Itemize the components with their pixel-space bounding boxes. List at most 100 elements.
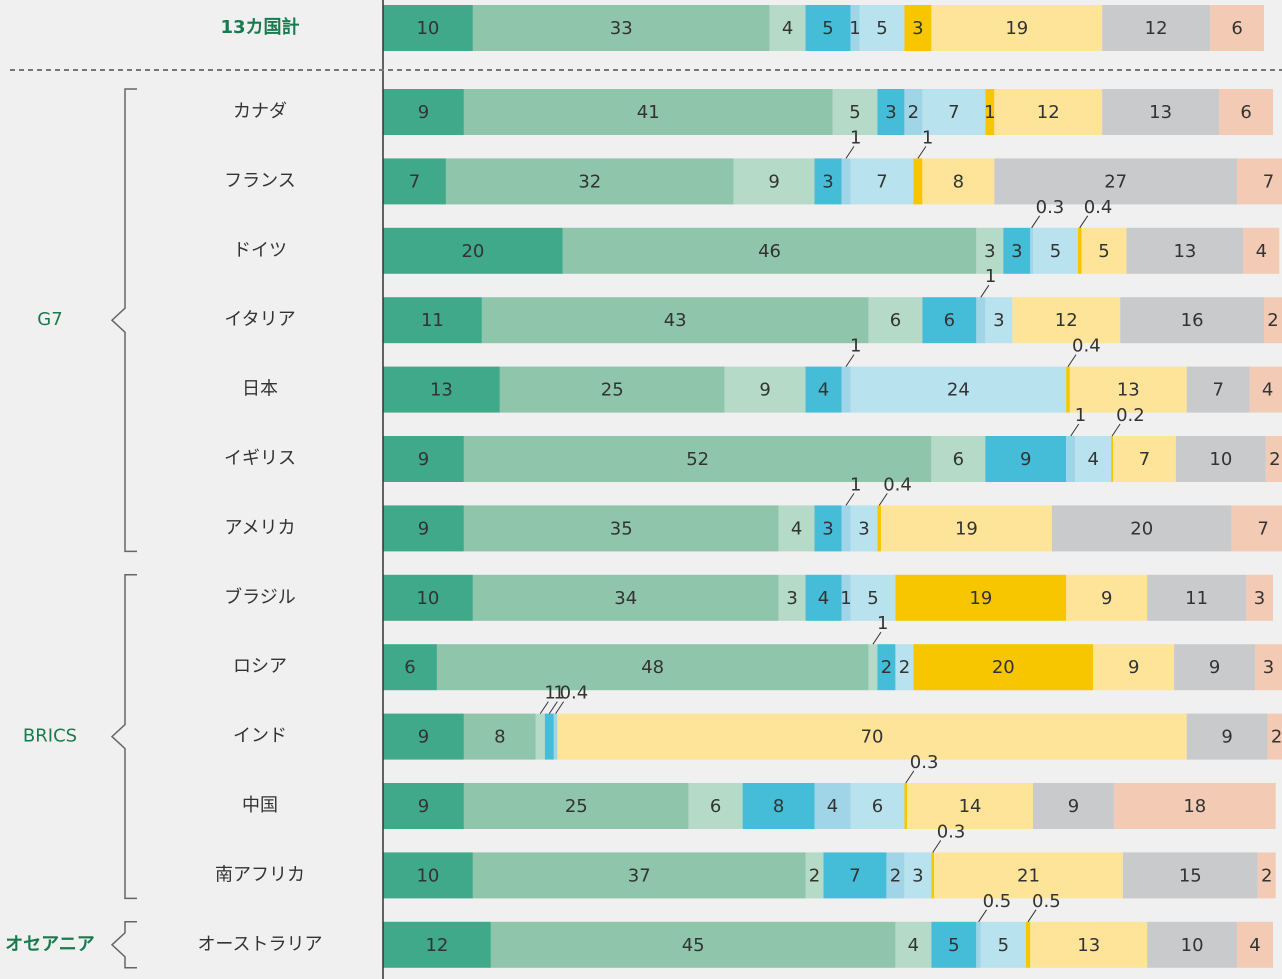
category-label: ブラジル [224, 586, 296, 608]
leader-line [1111, 423, 1121, 437]
bar-segment [1069, 366, 1187, 413]
value-label: 21 [1017, 865, 1040, 886]
value-label: 7 [876, 171, 887, 192]
value-label: 16 [1181, 310, 1204, 331]
value-label: 5 [876, 18, 887, 39]
bar-segment [868, 644, 878, 691]
bar-segment [859, 5, 905, 51]
bar-segment [1081, 227, 1127, 274]
group-label: BRICS [23, 726, 77, 747]
bar-segment [1219, 89, 1274, 135]
value-label: 34 [614, 588, 637, 609]
value-label: 1 [850, 336, 861, 357]
value-label: 9 [1068, 796, 1079, 817]
value-label: 7 [1139, 449, 1150, 470]
bar-segment [980, 921, 1026, 968]
value-label: 1 [922, 127, 933, 148]
value-label: 4 [791, 518, 802, 539]
category-label: アメリカ [224, 517, 295, 538]
value-label: 7 [1257, 518, 1268, 539]
value-label: 27 [1104, 171, 1127, 192]
group-brace [110, 574, 137, 900]
bar-segment [1264, 297, 1282, 344]
bar-segment [931, 852, 935, 899]
bar-segment [976, 921, 981, 968]
bar-segment [805, 852, 824, 899]
bar-segment [490, 921, 896, 968]
bar-segment [985, 297, 1013, 344]
value-label: 1 [850, 127, 861, 148]
bar-segment [1147, 921, 1238, 968]
bar-segment [1066, 574, 1148, 621]
category-label: 日本 [242, 379, 278, 400]
bar-segment [1077, 227, 1082, 274]
bar-segment [1237, 158, 1282, 205]
bar-segment [841, 505, 851, 552]
value-label: 9 [418, 796, 429, 817]
value-label: 5 [822, 18, 833, 39]
bar-segment [841, 366, 851, 413]
bar-segment [985, 436, 1067, 482]
bar-segment [481, 297, 869, 344]
value-label: 9 [768, 171, 779, 192]
value-label: 13 [1149, 102, 1172, 123]
value-label: 4 [782, 18, 793, 39]
value-label: 2 [881, 657, 892, 678]
bar-segment [499, 366, 725, 413]
bar-segment [1186, 713, 1268, 760]
bar-segment [383, 574, 473, 621]
bar-segment [850, 505, 878, 552]
bar-segment [850, 783, 905, 829]
category-label: カナダ [233, 101, 287, 122]
bar-segment [976, 297, 986, 344]
value-label: 1 [985, 266, 996, 287]
value-label: 52 [686, 449, 709, 470]
bar-segment [1175, 436, 1266, 482]
value-label: 6 [1240, 102, 1251, 123]
value-label: 1 [1075, 405, 1086, 426]
value-label: 2 [899, 657, 910, 678]
value-label: 4 [827, 796, 838, 817]
bar-segment [994, 89, 1103, 135]
value-label: 10 [416, 865, 439, 886]
value-label: 9 [1101, 588, 1112, 609]
value-label: 4 [1249, 935, 1260, 956]
value-label: 0.3 [1036, 197, 1065, 218]
group-label: G7 [37, 309, 62, 330]
value-label: 4 [1087, 449, 1098, 470]
bar-segment [1243, 227, 1280, 274]
bar-segment [383, 227, 563, 274]
leader-line [1027, 909, 1037, 923]
leader-line [905, 770, 915, 784]
bar-segment [904, 852, 932, 899]
bar-segment [904, 783, 908, 829]
bar-segment [463, 783, 689, 829]
leader-line [845, 493, 855, 506]
value-label: 33 [610, 18, 633, 39]
bar-segment [724, 366, 806, 413]
bar-segment [1126, 227, 1244, 274]
bar-segment [1265, 436, 1282, 482]
value-label: 3 [885, 102, 896, 123]
value-label: 8 [953, 171, 964, 192]
value-label: 4 [818, 380, 829, 401]
value-label: 0.4 [1072, 336, 1101, 357]
bar-segment [823, 852, 887, 899]
bar-segment [895, 921, 932, 968]
value-label: 9 [1209, 657, 1220, 678]
value-label: 20 [992, 657, 1015, 678]
bar-segment [436, 644, 869, 691]
value-label: 2 [1261, 865, 1272, 886]
category-label: インド [233, 726, 287, 747]
bar-segment [1102, 89, 1220, 135]
value-label: 18 [1183, 796, 1206, 817]
value-label: 12 [1055, 310, 1078, 331]
value-label: 5 [948, 935, 959, 956]
category-label: 13カ国計 [220, 16, 299, 38]
value-label: 12 [1037, 102, 1060, 123]
value-label: 5 [849, 102, 860, 123]
value-label: 3 [1011, 241, 1022, 262]
bar-segment [1210, 5, 1265, 51]
leader-line [845, 146, 855, 159]
value-label: 24 [947, 380, 970, 401]
